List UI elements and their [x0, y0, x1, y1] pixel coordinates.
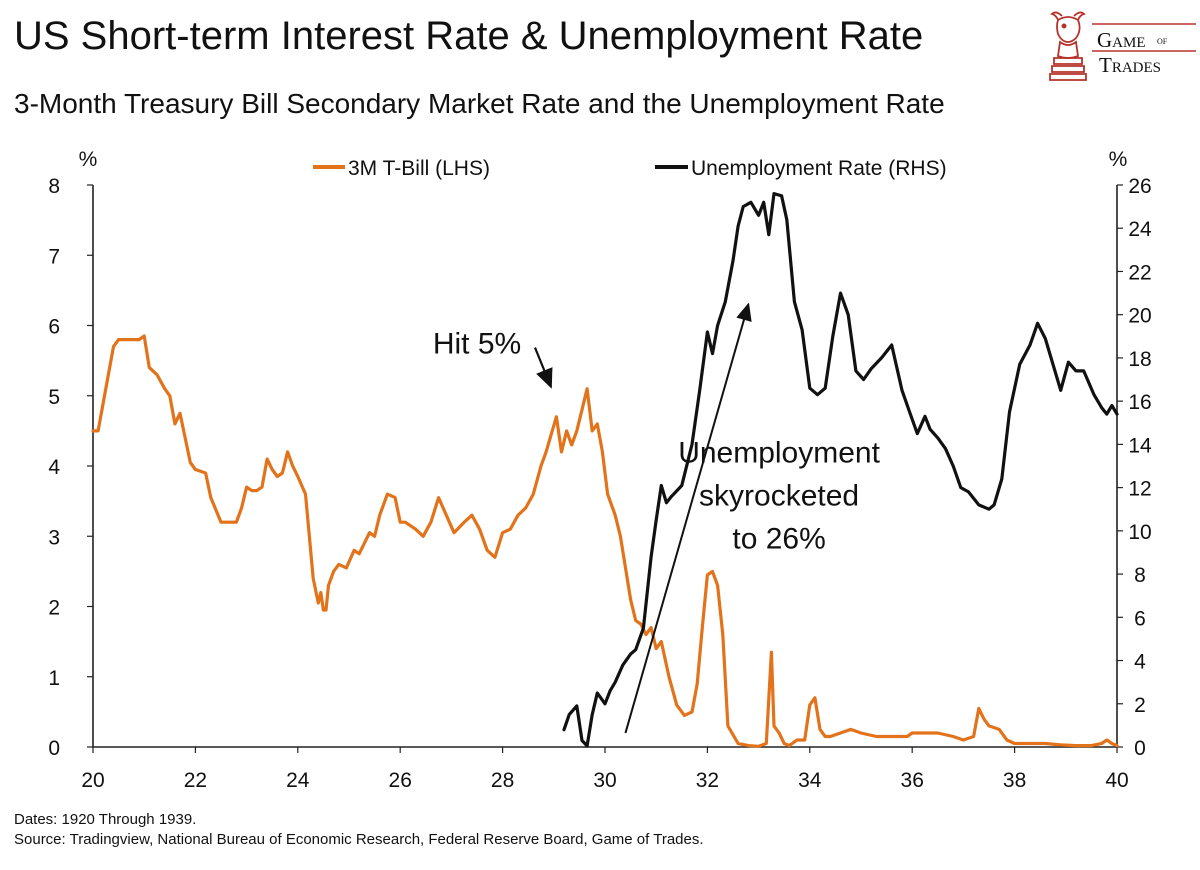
x-tick-label: 38 [1003, 769, 1026, 792]
x-tick-label: 26 [389, 769, 412, 792]
x-tick-label: 24 [286, 769, 310, 792]
y-right-tick-label: 18 [1128, 348, 1151, 371]
y-left-tick-label: 8 [48, 175, 60, 198]
y-right-tick-label: 10 [1128, 521, 1151, 544]
annotation-unemployment-line-1: Unemployment [678, 436, 880, 469]
y-right-tick-label: 4 [1134, 651, 1146, 674]
legend: 3M T-Bill (LHS) Unemployment Rate (RHS) [313, 157, 947, 180]
y-right-unit-label: % [1109, 148, 1128, 171]
x-tick-label: 32 [696, 769, 719, 792]
annotation-hit-5pct: Hit 5% [433, 328, 521, 361]
x-tick-label: 20 [81, 769, 104, 792]
x-tick-label: 36 [901, 769, 924, 792]
x-tick-label: 30 [593, 769, 616, 792]
chart-subtitle: 3-Month Treasury Bill Secondary Market R… [14, 88, 945, 119]
logo-text-game: Game [1097, 28, 1146, 52]
x-tick-label: 22 [184, 769, 207, 792]
y-right-tick-label: 8 [1134, 564, 1146, 587]
y-right-tick-label: 22 [1128, 261, 1151, 284]
annotation-unemployment-line-3: to 26% [732, 522, 825, 555]
footer-source: Source: Tradingview, National Bureau of … [14, 831, 704, 848]
y-left-tick-label: 6 [48, 316, 60, 339]
logo-text-trades: Trades [1099, 53, 1161, 77]
tbill-series-line [91, 334, 1119, 748]
legend-label-tbill: 3M T-Bill (LHS) [348, 157, 490, 180]
footer: Dates: 1920 Through 1939. Source: Tradin… [14, 810, 704, 850]
y-left-tick-label: 1 [48, 667, 60, 690]
y-left-tick-label: 4 [48, 456, 60, 479]
series-lines [91, 192, 1119, 748]
y-right-tick-label: 14 [1128, 434, 1152, 457]
y-right-tick-label: 26 [1128, 175, 1151, 198]
chart-title: US Short-term Interest Rate & Unemployme… [14, 14, 924, 58]
y-left-tick-label: 0 [48, 737, 60, 760]
footer-dates: Dates: 1920 Through 1939. [14, 811, 197, 828]
y-left-tick-label: 2 [48, 597, 60, 620]
x-tick-label: 34 [798, 769, 822, 792]
y-right-tick-label: 24 [1128, 218, 1152, 241]
unemployment-series-line [562, 192, 1119, 748]
y-left-tick-label: 5 [48, 386, 60, 409]
x-tick-label: 28 [491, 769, 514, 792]
y-right-tick-label: 2 [1134, 694, 1146, 717]
legend-label-unemployment: Unemployment Rate (RHS) [691, 157, 947, 180]
y-right-tick-label: 16 [1128, 391, 1151, 414]
annotation-unemployment-arrow [624, 302, 752, 734]
annotations: Hit 5% Unemployment skyrocketed to 26% [433, 302, 881, 734]
y-left-tick-label: 3 [48, 526, 60, 549]
game-of-trades-logo: Game of Trades [1049, 11, 1196, 81]
y-right-tick-label: 12 [1128, 478, 1151, 501]
annotation-hit-5pct-arrow [533, 347, 553, 389]
y-left-tick-label: 7 [48, 245, 60, 268]
logo-text-of: of [1157, 35, 1168, 47]
annotation-unemployment-line-2: skyrocketed [699, 479, 859, 512]
y-right-tick-label: 0 [1134, 737, 1146, 760]
bull-knight-chess-icon [1049, 11, 1087, 81]
x-tick-label: 40 [1105, 769, 1128, 792]
y-left-unit-label: % [79, 148, 98, 171]
y-right-tick-label: 20 [1128, 305, 1151, 328]
y-right-tick-label: 6 [1134, 607, 1146, 630]
